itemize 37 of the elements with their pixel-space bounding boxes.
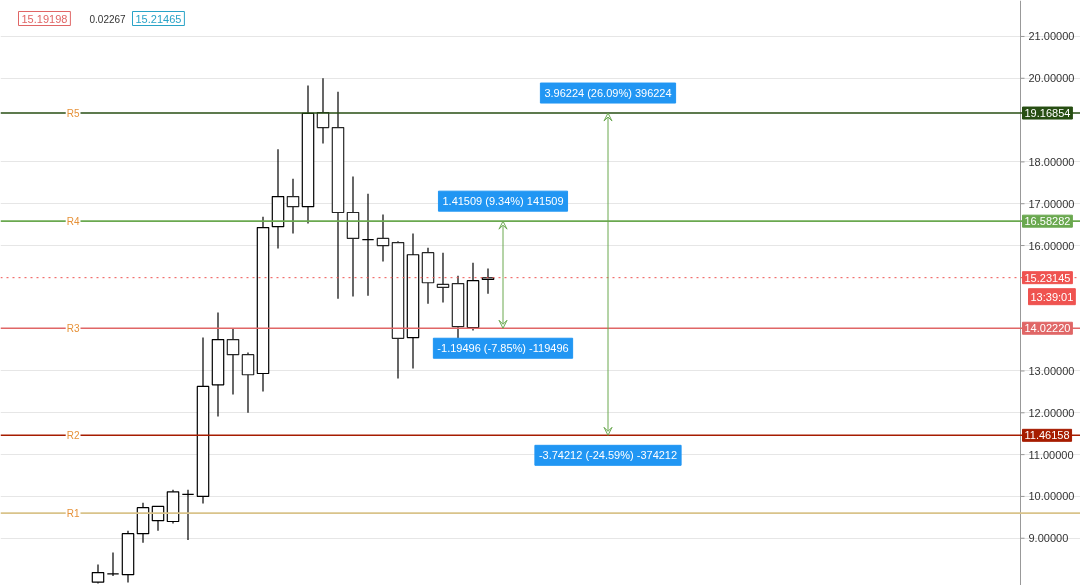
y-tick-label: 9.00000 <box>1028 532 1069 545</box>
y-tick-label: 20.00000 <box>1028 72 1075 85</box>
y-tick-label: 16.00000 <box>1028 239 1075 252</box>
annotation: 15.19198 <box>21 12 68 25</box>
y-tick-label: 17.00000 <box>1028 197 1075 210</box>
ref-line-label: R1 <box>66 507 80 519</box>
candlestick <box>436 252 450 304</box>
y-tick-label: 14.02220 <box>1024 322 1071 335</box>
annotation: -3.74212 (-24.59%) -374212 <box>538 449 678 462</box>
annotation: 15.21465 <box>135 12 182 25</box>
y-tick-label: 10.00000 <box>1028 490 1075 503</box>
y-tick-label: 16.58282 <box>1024 215 1071 228</box>
ref-line-label: R5 <box>66 107 80 119</box>
y-tick-label: 13.00000 <box>1028 364 1075 377</box>
ref-line-label: R4 <box>66 215 80 227</box>
y-tick-label: 11.00000 <box>1028 448 1074 461</box>
annotation: 0.02267 <box>89 13 127 25</box>
candlestick <box>286 178 300 235</box>
annotation: -1.19496 (-7.85%) -119496 <box>437 342 569 355</box>
candlestick <box>361 193 375 297</box>
annotation: 3.96224 (26.09%) 396224 <box>544 87 672 100</box>
y-tick-label: 11.46158 <box>1024 429 1070 442</box>
y-tick-label: 18.00000 <box>1028 155 1075 168</box>
y-tick-label: 15.23145 <box>1024 271 1071 284</box>
candlestick <box>481 267 495 295</box>
y-tick-label: 12.00000 <box>1028 406 1075 419</box>
annotation: 1.41509 (9.34%) 141509 <box>442 195 564 208</box>
candlestick <box>376 214 390 263</box>
ref-line-label: R3 <box>66 322 80 334</box>
annotation: 13:39:01 <box>1030 290 1074 303</box>
candlestick <box>106 551 120 577</box>
candlestick <box>241 351 255 414</box>
candlestick <box>181 489 195 541</box>
y-tick-label: 21.00000 <box>1028 30 1075 43</box>
y-tick-label: 19.16854 <box>1024 107 1071 120</box>
ref-line-label: R2 <box>66 429 80 441</box>
candlestick <box>226 328 240 395</box>
